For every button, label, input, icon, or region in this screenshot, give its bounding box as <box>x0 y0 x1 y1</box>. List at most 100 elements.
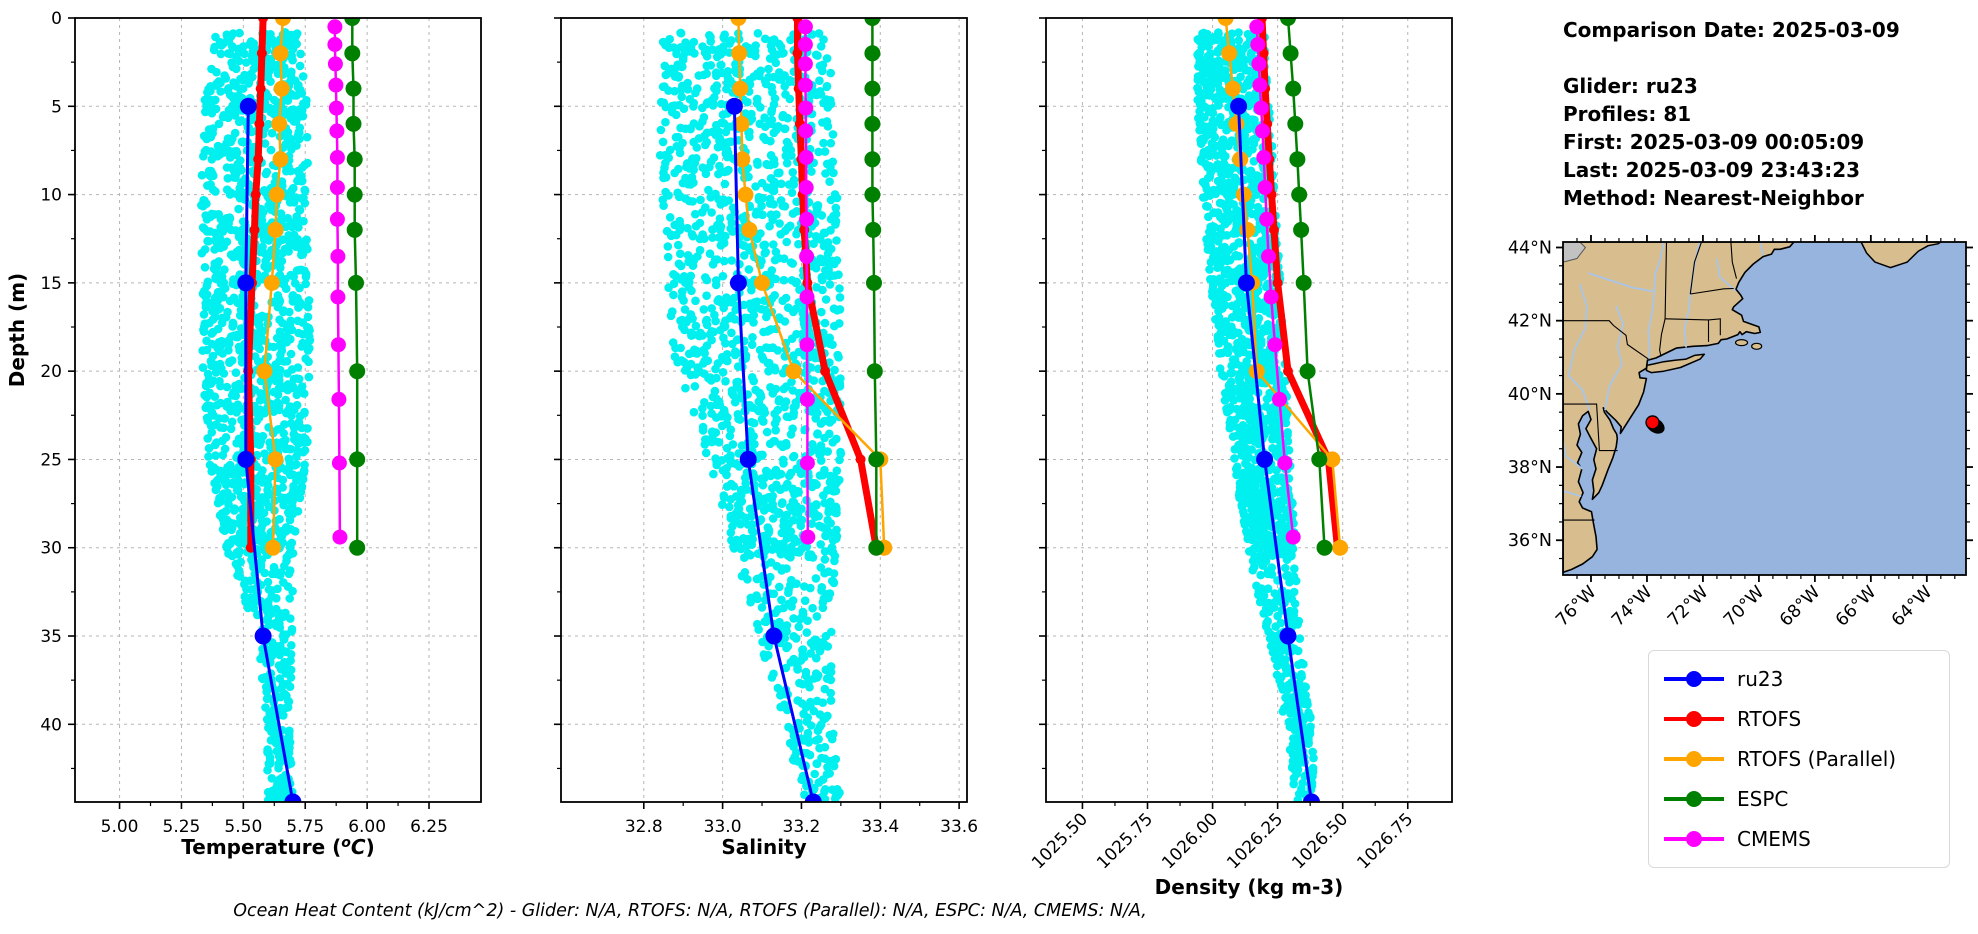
map-frame <box>1562 241 1967 576</box>
series-ru23 <box>725 97 822 802</box>
lat-tick-label: 44°N <box>1508 238 1552 258</box>
info-line-1: Profiles: 81 <box>1563 102 1692 126</box>
comparison-date: Comparison Date: 2025-03-09 <box>1563 18 1900 42</box>
lat-tick-label: 38°N <box>1508 458 1552 478</box>
river-6 <box>1716 258 1736 292</box>
series-espc <box>1280 18 1333 556</box>
marthas-vineyard <box>1734 339 1749 347</box>
legend-entry-ru23: ru23 <box>1649 659 1949 699</box>
x-tick-label: 6.25 <box>410 817 448 837</box>
lon-tick-label: 64°W <box>1888 582 1936 630</box>
legend-label: ru23 <box>1737 667 1784 691</box>
axes-frame <box>1045 17 1453 803</box>
series-ru23 <box>1230 97 1320 802</box>
lon-tick-label: 72°W <box>1664 582 1712 630</box>
river-3 <box>1604 305 1625 411</box>
state-border-5 <box>1689 242 1703 295</box>
state-border-6 <box>1730 242 1738 279</box>
info-line-3: Last: 2025-03-09 23:43:23 <box>1563 158 1861 182</box>
x-axis: 1025.50 1025.75 1026.00 1026.25 1026.50 1026.… <box>1028 802 1417 873</box>
mainland-coast <box>1563 242 1795 574</box>
series-cmems <box>797 19 816 545</box>
river-7 <box>1759 242 1764 256</box>
legend-entry-rtofs-parallel-: RTOFS (Parallel) <box>1649 739 1949 779</box>
y-tick-label: 10 <box>40 186 62 206</box>
profile-chart-temperature: 5.00 5.25 5.50 5.75 6.00 6.25 0 5 10 15 20 25 30 35 40… <box>5 9 482 859</box>
state-border-7 <box>1563 403 1618 452</box>
y-tick-label: 20 <box>40 362 62 382</box>
lat-tick-label: 42°N <box>1508 312 1552 332</box>
series-ru23 <box>237 97 302 802</box>
y-tick-label: 0 <box>51 9 62 29</box>
x-tick-label: 1026.25 <box>1223 809 1287 873</box>
axes-frame <box>560 17 968 803</box>
y-tick-label: 15 <box>40 274 62 294</box>
legend-label: ESPC <box>1737 787 1789 811</box>
x-axis-title: Temperature (oC) <box>181 835 374 859</box>
x-tick-label: 33.2 <box>783 817 821 837</box>
x-tick-label: 5.25 <box>163 817 201 837</box>
map-ticks <box>1556 235 1973 582</box>
legend-line-sample <box>1664 671 1724 687</box>
x-tick-label: 1025.75 <box>1093 809 1157 873</box>
legend-label: RTOFS (Parallel) <box>1737 747 1897 771</box>
y-tick-label: 35 <box>40 627 62 647</box>
legend: ru23 RTOFS RTOFS (Parallel) ESPC CMEMS <box>1648 650 1950 868</box>
legend-line-sample <box>1664 711 1724 727</box>
river-0 <box>1647 242 1665 360</box>
y-tick-label: 5 <box>51 97 62 117</box>
axes-frame <box>74 17 482 803</box>
lon-tick-label: 66°W <box>1832 582 1880 630</box>
series-rtofs-parallel- <box>256 18 291 556</box>
info-line-2: First: 2025-03-09 00:05:09 <box>1563 130 1865 154</box>
lake-ontario <box>1563 242 1587 263</box>
y-tick-label: 30 <box>40 539 62 559</box>
x-axis: 5.00 5.25 5.50 5.75 6.00 6.25 <box>101 802 448 837</box>
lon-tick-label: 68°W <box>1776 582 1824 630</box>
y-axis-title: Depth (m) <box>5 273 29 387</box>
series-espc <box>344 18 366 556</box>
x-axis: 32.8 33.0 33.2 33.4 33.6 <box>625 802 978 837</box>
state-border-4 <box>1690 287 1734 295</box>
river-4 <box>1567 283 1591 411</box>
river-1 <box>1587 272 1655 293</box>
state-border-1 <box>1659 242 1668 357</box>
gridlines <box>561 18 967 802</box>
location-map: 44°N 42°N 40°N 38°N 36°N 76°W 74°W 72°W 70°W 68°W… <box>1508 235 1973 631</box>
y-tick-label: 40 <box>40 715 62 735</box>
x-tick-label: 1025.50 <box>1028 809 1092 873</box>
lon-tick-label: 76°W <box>1552 582 1600 630</box>
lon-tick-label: 70°W <box>1720 582 1768 630</box>
glider-position-marker <box>1645 415 1660 430</box>
info-panel: Comparison Date: 2025-03-09 Glider: ru23… <box>1563 16 1900 212</box>
lat-tick-label: 36°N <box>1508 531 1552 551</box>
x-tick-label: 33.6 <box>940 817 978 837</box>
series-cmems <box>327 19 348 545</box>
y-axis: 0 5 10 15 20 25 30 35 40 <box>40 9 75 770</box>
info-line-0: Glider: ru23 <box>1563 74 1698 98</box>
x-tick-label: 33.0 <box>704 817 742 837</box>
river-5 <box>1563 441 1584 470</box>
lat-tick-label: 40°N <box>1508 385 1552 405</box>
x-tick-label: 1026.00 <box>1158 809 1222 873</box>
series-cmems <box>1249 19 1301 545</box>
profile-chart-density: 1025.50 1025.75 1026.00 1026.25 1026.50 1026.… <box>1028 17 1453 899</box>
x-tick-label: 5.50 <box>224 817 262 837</box>
river-8 <box>1563 489 1582 498</box>
legend-label: CMEMS <box>1737 827 1811 851</box>
legend-entry-espc: ESPC <box>1649 779 1949 819</box>
state-border-2 <box>1665 318 1721 336</box>
y-axis <box>554 17 561 770</box>
y-tick-label: 25 <box>40 450 62 470</box>
y-axis <box>1039 17 1046 770</box>
x-axis-title: Density (kg m-3) <box>1155 875 1344 899</box>
legend-line-sample <box>1664 751 1724 767</box>
legend-line-sample <box>1664 791 1724 807</box>
x-tick-label: 5.00 <box>101 817 139 837</box>
series-espc <box>864 18 885 556</box>
x-tick-label: 1026.50 <box>1288 809 1352 873</box>
profile-chart-salinity: 32.8 33.0 33.2 33.4 33.6 Salinity <box>554 17 978 859</box>
x-tick-label: 33.4 <box>861 817 899 837</box>
